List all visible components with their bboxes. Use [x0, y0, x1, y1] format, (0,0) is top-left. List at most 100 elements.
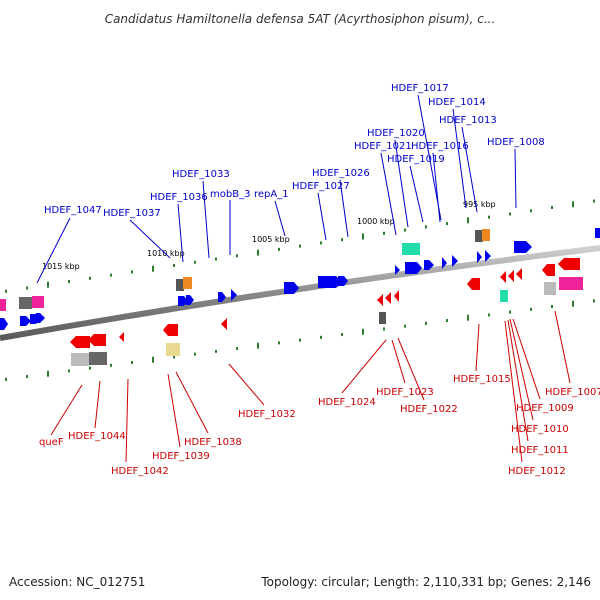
gene-label-hdef-1036[interactable]: HDEF_1036	[150, 192, 208, 203]
feature-block-magenta[interactable]	[32, 296, 44, 308]
feature-block-gray[interactable]	[71, 353, 89, 366]
gene-label-quef[interactable]: queF	[39, 437, 64, 448]
gene-label-hdef-1022[interactable]: HDEF_1022	[400, 404, 458, 415]
feature-block-gray[interactable]	[379, 312, 386, 324]
scale-tick	[320, 335, 322, 339]
feature-block-orange[interactable]	[475, 230, 483, 242]
scale-tick	[593, 199, 595, 203]
forward-gene[interactable]	[231, 289, 237, 301]
forward-gene[interactable]	[318, 276, 342, 288]
gene-label-hdef-1039[interactable]: HDEF_1039	[152, 451, 210, 462]
forward-gene[interactable]	[20, 316, 31, 326]
forward-gene[interactable]	[424, 260, 434, 270]
label-connector-line	[125, 378, 129, 463]
forward-gene[interactable]	[338, 276, 348, 286]
gene-label-hdef-1013[interactable]: HDEF_1013	[439, 115, 497, 126]
gene-label-hdef-1014[interactable]: HDEF_1014	[428, 97, 486, 108]
gene-label-hdef-1023[interactable]: HDEF_1023	[376, 387, 434, 398]
gene-label-hdef-1011[interactable]: HDEF_1011	[511, 445, 569, 456]
gene-label-hdef-1042[interactable]: HDEF_1042	[111, 466, 169, 477]
gene-label-hdef-1019[interactable]: HDEF_1019	[387, 154, 445, 165]
label-connector-line	[394, 139, 409, 228]
label-connector-line	[417, 94, 442, 221]
scale-tick	[551, 206, 553, 210]
label-connector-line	[36, 217, 71, 284]
forward-gene[interactable]	[405, 262, 422, 274]
forward-gene[interactable]	[485, 250, 491, 262]
label-connector-line	[50, 384, 83, 436]
feature-block-gray[interactable]	[544, 282, 556, 295]
scale-tick	[509, 212, 511, 216]
gene-label-hdef-1007[interactable]: HDEF_1007	[545, 387, 600, 398]
forward-gene[interactable]	[178, 296, 188, 306]
gene-label-hdef-1033[interactable]: HDEF_1033	[172, 169, 230, 180]
gene-label-hdef-1026[interactable]: HDEF_1026	[312, 168, 370, 179]
feature-block-magenta[interactable]	[0, 299, 6, 311]
scale-tick	[425, 321, 427, 325]
label-connector-line	[409, 165, 424, 223]
reverse-gene[interactable]	[508, 270, 514, 282]
gene-label-hdef-1015[interactable]: HDEF_1015	[453, 374, 511, 385]
gene-label-hdef-1044[interactable]: HDEF_1044	[68, 431, 126, 442]
forward-gene[interactable]	[284, 282, 299, 294]
gene-label-hdef-1012[interactable]: HDEF_1012	[508, 466, 566, 477]
feature-block-orange[interactable]	[176, 279, 184, 291]
gene-label-hdef-1009[interactable]: HDEF_1009	[516, 403, 574, 414]
reverse-gene[interactable]	[70, 336, 90, 348]
gene-label-hdef-1047[interactable]: HDEF_1047	[44, 205, 102, 216]
reverse-gene[interactable]	[221, 318, 227, 330]
reverse-gene[interactable]	[377, 294, 383, 306]
forward-gene[interactable]	[0, 318, 8, 330]
feature-block-orange[interactable]	[482, 229, 490, 241]
reverse-gene[interactable]	[500, 271, 506, 283]
reverse-gene[interactable]	[119, 332, 124, 342]
reverse-gene[interactable]	[394, 290, 399, 302]
forward-gene[interactable]	[477, 251, 482, 263]
feature-block-orange[interactable]	[183, 277, 192, 289]
gene-label-hdef-1038[interactable]: HDEF_1038	[184, 437, 242, 448]
feature-block-magenta[interactable]	[559, 277, 583, 290]
forward-gene[interactable]	[595, 228, 600, 238]
reverse-gene[interactable]	[88, 334, 106, 346]
forward-gene[interactable]	[36, 313, 45, 323]
scale-tick	[404, 228, 406, 232]
scale-tick	[362, 328, 364, 335]
forward-gene[interactable]	[395, 265, 400, 275]
reverse-gene[interactable]	[558, 258, 580, 270]
reverse-gene[interactable]	[516, 268, 522, 280]
reverse-gene[interactable]	[385, 292, 391, 304]
gene-label-hdef-1010[interactable]: HDEF_1010	[511, 424, 569, 435]
gene-label-hdef-1024[interactable]: HDEF_1024	[318, 397, 376, 408]
gene-label-mobb-3[interactable]: mobB_3	[210, 189, 250, 200]
gene-label-hdef-1027[interactable]: HDEF_1027	[292, 181, 350, 192]
forward-gene[interactable]	[514, 241, 532, 253]
forward-gene[interactable]	[442, 257, 447, 269]
scale-tick	[68, 369, 70, 373]
scale-tick	[5, 377, 7, 381]
feature-block-gray[interactable]	[19, 297, 32, 309]
reverse-gene[interactable]	[163, 324, 178, 336]
gene-label-hdef-1008[interactable]: HDEF_1008	[487, 137, 545, 148]
reverse-gene[interactable]	[467, 278, 480, 290]
gene-label-hdef-1021[interactable]: HDEF_1021	[354, 141, 412, 152]
tick-track-top	[5, 199, 595, 293]
gene-label-hdef-1020[interactable]: HDEF_1020	[367, 128, 425, 139]
feature-block-khaki[interactable]	[166, 343, 180, 356]
label-connector-line	[94, 380, 101, 429]
gene-label-hdef-1037[interactable]: HDEF_1037	[103, 208, 161, 219]
feature-blocks	[0, 229, 583, 366]
forward-gene[interactable]	[186, 295, 194, 305]
gene-label-hdef-1017[interactable]: HDEF_1017	[391, 83, 449, 94]
feature-block-teal[interactable]	[500, 290, 508, 302]
gene-label-hdef-1016[interactable]: HDEF_1016	[411, 141, 469, 152]
gene-label-repa-1[interactable]: repA_1	[254, 189, 289, 200]
forward-gene[interactable]	[218, 292, 226, 302]
feature-block-gray[interactable]	[89, 352, 107, 365]
gene-label-hdef-1032[interactable]: HDEF_1032	[238, 409, 296, 420]
scale-tick	[257, 342, 259, 349]
feature-block-teal[interactable]	[402, 243, 420, 255]
reverse-gene[interactable]	[542, 264, 555, 276]
label-connector-line	[452, 108, 467, 209]
forward-gene[interactable]	[452, 255, 458, 267]
